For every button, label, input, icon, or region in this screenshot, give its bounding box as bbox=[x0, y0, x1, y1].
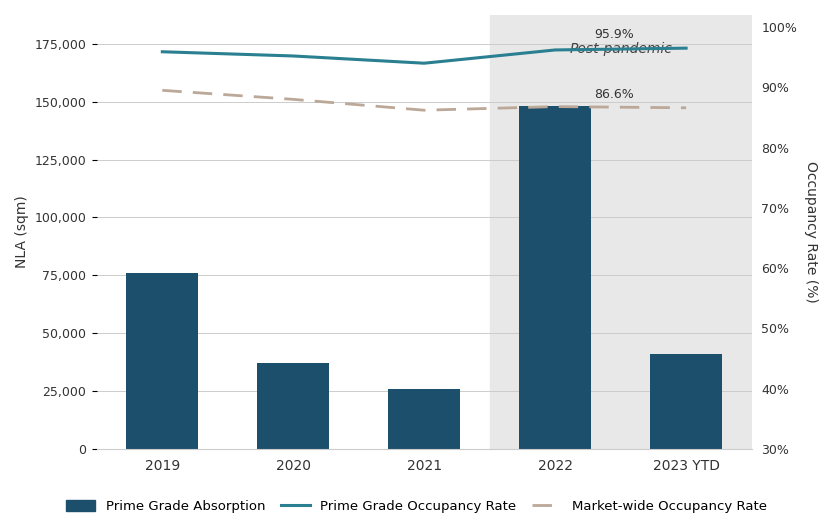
Bar bbox=[257, 363, 329, 449]
Bar bbox=[650, 354, 722, 449]
Bar bbox=[388, 388, 460, 449]
Y-axis label: Occupancy Rate (%): Occupancy Rate (%) bbox=[804, 161, 818, 303]
Y-axis label: NLA (sqm): NLA (sqm) bbox=[15, 196, 29, 268]
Bar bbox=[490, 15, 751, 449]
Legend: Prime Grade Absorption, Prime Grade Occupancy Rate, Market-wide Occupancy Rate: Prime Grade Absorption, Prime Grade Occu… bbox=[61, 494, 772, 518]
Bar bbox=[519, 107, 591, 449]
Text: 95.9%: 95.9% bbox=[594, 28, 634, 41]
Text: Post-pandemic: Post-pandemic bbox=[569, 42, 672, 56]
Text: 86.6%: 86.6% bbox=[594, 87, 634, 101]
Bar bbox=[127, 273, 198, 449]
